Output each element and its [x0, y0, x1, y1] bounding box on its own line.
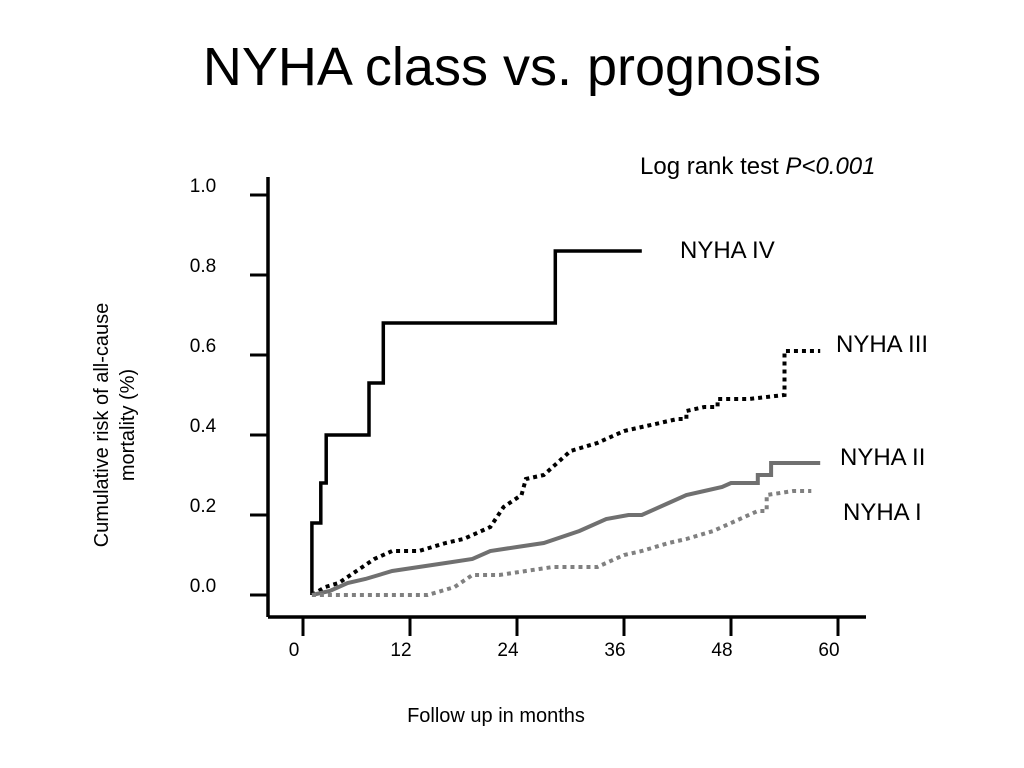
y-tick-label: 0.4 [190, 416, 217, 437]
y-tick-label: 0.0 [190, 576, 216, 597]
y-tick-label: 0.8 [190, 256, 216, 277]
y-axis-title-line: mortality (%) [117, 369, 139, 481]
series-label-nyha-iii: NYHA III [836, 331, 928, 358]
chart-labels: NYHA IV NYHA III NYHA II NYHA I Log rank tes… [91, 153, 928, 727]
series-line-nyha-ii [311, 461, 821, 597]
x-tick-label: 36 [604, 640, 625, 661]
x-tick-label: 60 [818, 640, 839, 661]
x-axis-title: Follow up in months [407, 705, 585, 727]
annotation-text: Log rank test [640, 153, 785, 180]
series-lines [310, 249, 821, 597]
series-label-nyha-ii: NYHA II [840, 444, 925, 471]
series-label-nyha-iv: NYHA IV [680, 237, 775, 264]
y-axis-title: Cumulative risk of all-cause mortality (%… [91, 303, 139, 548]
y-axis-title-line: Cumulative risk of all-cause [91, 303, 113, 548]
y-tick-label: 0.6 [190, 336, 216, 357]
series-label-nyha-i: NYHA I [843, 499, 922, 526]
slide-title: NYHA class vs. prognosis [202, 37, 822, 97]
y-tick-label: 1.0 [190, 176, 216, 197]
axes: 0.0 0.2 0.4 0.6 0.8 1.0 0 12 24 36 48 60 [190, 176, 866, 661]
log-rank-annotation: Log rank test P<0.001 [640, 153, 876, 180]
series-line-nyha-iii [310, 349, 821, 597]
x-tick-label: 0 [289, 640, 300, 661]
x-tick-label: 48 [711, 640, 732, 661]
annotation-p-value: P<0.001 [785, 153, 875, 180]
y-tick-label: 0.2 [190, 496, 216, 517]
series-line-nyha-i [311, 489, 812, 597]
x-tick-label: 12 [390, 640, 411, 661]
x-tick-label: 24 [497, 640, 519, 661]
series-line-nyha-iv [310, 249, 642, 595]
